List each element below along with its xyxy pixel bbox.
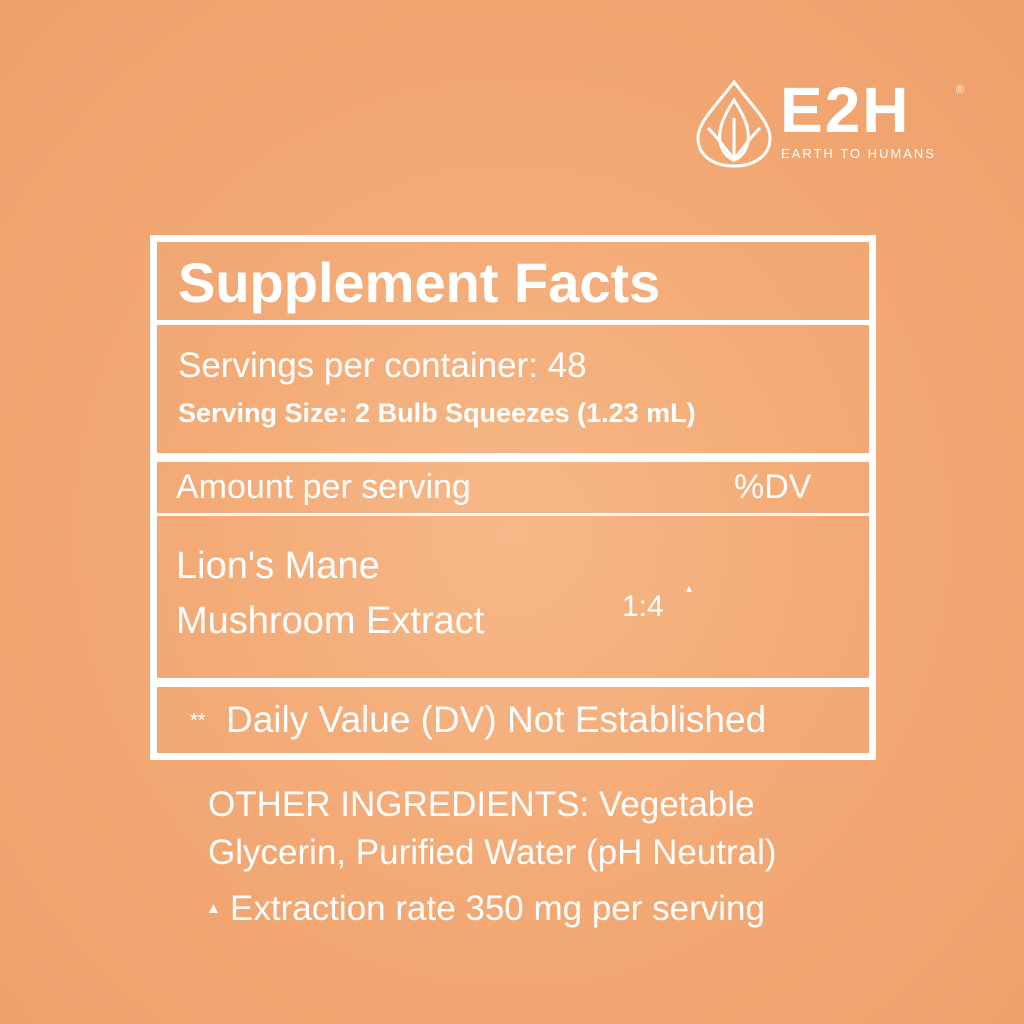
ratio-mark: ▲ <box>684 584 694 595</box>
divider <box>150 513 876 516</box>
ratio: 1:4 <box>622 590 664 623</box>
facts-box <box>150 235 876 760</box>
ingredient-line: Mushroom Extract <box>176 600 485 642</box>
logo-registered: ® <box>956 84 965 96</box>
divider <box>150 320 876 325</box>
divider <box>150 678 876 687</box>
servings: Servings per container: 48 <box>178 346 587 385</box>
other-ingredients: Glycerin, Purified Water (pH Neutral) <box>208 833 777 872</box>
logo-tagline: EARTH TO HUMANS <box>781 146 936 161</box>
logo-brand: E2H <box>780 74 911 146</box>
logo-icon <box>696 79 772 168</box>
note: Extraction rate 350 mg per serving <box>230 889 765 928</box>
amount-header: Amount per serving <box>176 468 471 506</box>
note-mark: ▲ <box>206 900 221 917</box>
ingredient-line: Lion's Mane <box>176 545 380 587</box>
dv-header: %DV <box>734 468 812 506</box>
other-ingredients: OTHER INGREDIENTS: Vegetable <box>208 785 755 824</box>
facts-title: Supplement Facts <box>178 251 661 314</box>
footnote-mark: ** <box>190 710 206 732</box>
divider <box>150 453 876 462</box>
footnote: Daily Value (DV) Not Established <box>226 699 767 740</box>
serving-size: Serving Size: 2 Bulb Squeezes (1.23 mL) <box>178 398 696 428</box>
